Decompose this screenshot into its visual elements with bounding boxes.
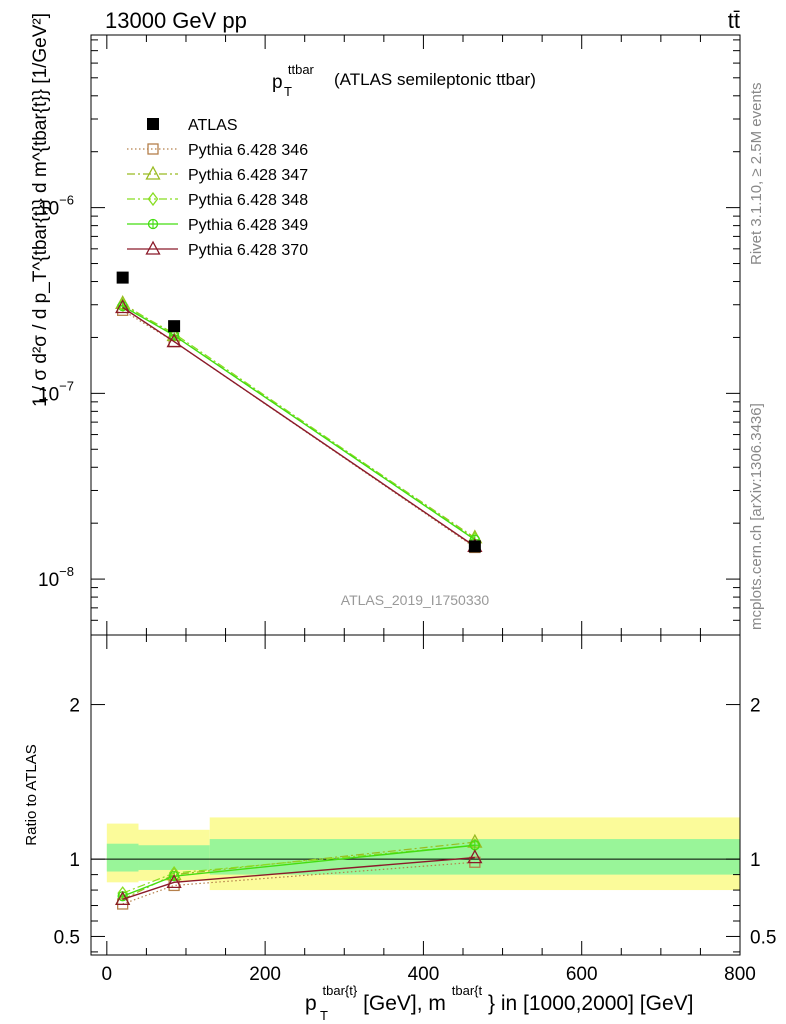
y-tick-exp: −6 xyxy=(59,193,74,208)
title-var-base: p xyxy=(272,72,283,93)
title-var-sup: ttbar xyxy=(288,62,315,77)
legend-label: Pythia 6.428 370 xyxy=(188,242,308,259)
x-axis-label: p tbar{t} [GeV], m tbar{t } in [1000,200… xyxy=(305,977,693,1015)
legend-entry: Pythia 6.428 346 xyxy=(127,142,308,159)
panel-title-text: (ATLAS semileptonic ttbar) xyxy=(334,70,536,89)
legend-entry: ATLAS xyxy=(147,117,238,134)
energy-label: 13000 GeV pp xyxy=(105,8,247,33)
x-tick-label: 800 xyxy=(724,964,756,985)
y-tick-label: 10−6 xyxy=(38,193,74,220)
x-tick-label: 0 xyxy=(102,964,113,985)
series-line xyxy=(122,309,476,548)
legend: ATLAS Pythia 6.428 346 Pythia 6.428 347 Pyt… xyxy=(127,117,308,259)
y-tick-base: 10 xyxy=(38,199,59,220)
ratio-y-tick-label-left: 0.5 xyxy=(54,927,80,948)
ratio-y-tick-label-left: 2 xyxy=(69,696,80,717)
band-inner xyxy=(138,845,210,870)
legend-entry: Pythia 6.428 347 xyxy=(127,165,308,184)
rivet-label: Rivet 3.1.10, ≥ 2.5M events xyxy=(748,83,765,266)
data-point xyxy=(116,271,129,284)
ratio-panel: 0 200 400 600 800 0.5 0.5 1 1 2 2 Ratio to ATLAS p… xyxy=(23,634,776,1023)
analysis-watermark: ATLAS_2019_I1750330 xyxy=(341,592,490,608)
panel-title: p ttbar xyxy=(272,62,315,93)
main-panel: 10−810−710−6 p ttbar T (ATLAS semilepton… xyxy=(30,13,741,636)
band-inner xyxy=(106,843,139,872)
y-tick-label: 10−8 xyxy=(38,564,74,591)
data-point xyxy=(115,299,131,314)
mcplots-label: mcplots.cern.ch [arXiv:1306.3436] xyxy=(748,403,765,630)
title-var-sub: T xyxy=(284,84,292,99)
x-tick-label: 600 xyxy=(566,964,598,985)
x-label-p: p xyxy=(305,992,317,1015)
legend-entry: Pythia 6.428 348 xyxy=(127,191,308,209)
process-label: tt̄ xyxy=(728,8,740,33)
ratio-point xyxy=(115,890,131,905)
ratio-point xyxy=(467,849,483,864)
legend-marker xyxy=(147,143,159,155)
data-point xyxy=(168,320,181,333)
series-line xyxy=(122,304,476,540)
ratio-y-tick-label-right: 2 xyxy=(750,696,761,717)
x-label-sup2: tbar{t xyxy=(452,983,483,998)
x-label-mid: [GeV], m xyxy=(363,992,446,1015)
legend-entry: Pythia 6.428 349 xyxy=(127,217,308,234)
ratio-ticks: 0 200 400 600 800 0.5 0.5 1 1 2 2 xyxy=(54,635,776,985)
legend-marker xyxy=(145,165,161,180)
ratio-point xyxy=(166,873,182,888)
series-0 xyxy=(116,271,481,553)
ratio-y-tick-label-right: 1 xyxy=(750,850,761,871)
legend-label: Pythia 6.428 346 xyxy=(188,142,308,159)
y-tick-base: 10 xyxy=(38,384,59,405)
ratio-y-label: Ratio to ATLAS xyxy=(23,744,40,845)
ratio-y-tick-label-left: 1 xyxy=(69,850,80,871)
x-tick-label: 400 xyxy=(408,964,440,985)
ratio-series-4 xyxy=(115,849,483,905)
legend-label: Pythia 6.428 347 xyxy=(188,167,308,184)
ratio-bands xyxy=(91,817,741,891)
ratio-frame xyxy=(90,634,741,956)
y-tick-exp: −8 xyxy=(59,564,74,579)
series-1 xyxy=(117,304,481,554)
ratio-series xyxy=(115,833,483,910)
legend-entry: Pythia 6.428 370 xyxy=(127,240,308,259)
main-ticks: 10−810−710−6 xyxy=(38,35,741,636)
data-point xyxy=(166,333,182,348)
y-axis-label: 1 / σ d²σ / d p_T^{tbar{t}} d m^{tbar{t}… xyxy=(30,13,51,407)
legend-label: Pythia 6.428 348 xyxy=(188,192,308,209)
x-label-sub: T xyxy=(320,1008,328,1023)
legend-marker xyxy=(147,191,159,207)
legend-label: ATLAS xyxy=(188,117,238,134)
y-tick-label: 10−7 xyxy=(38,378,74,405)
x-label-end: } in [1000,2000] [GeV] xyxy=(488,992,694,1015)
main-series xyxy=(115,271,483,554)
y-tick-exp: −7 xyxy=(59,378,74,393)
series-line xyxy=(122,305,476,541)
x-tick-label: 200 xyxy=(249,964,281,985)
data-point xyxy=(468,540,481,553)
x-label-sup1: tbar{t} xyxy=(323,983,358,998)
ratio-line xyxy=(122,841,475,900)
y-tick-base: 10 xyxy=(38,570,59,591)
series-line xyxy=(122,306,476,547)
ratio-y-tick-label-right: 0.5 xyxy=(750,927,776,948)
legend-label: Pythia 6.428 349 xyxy=(188,217,308,234)
legend-marker xyxy=(147,118,159,130)
ratio-line xyxy=(122,856,475,901)
legend-marker xyxy=(145,240,161,255)
